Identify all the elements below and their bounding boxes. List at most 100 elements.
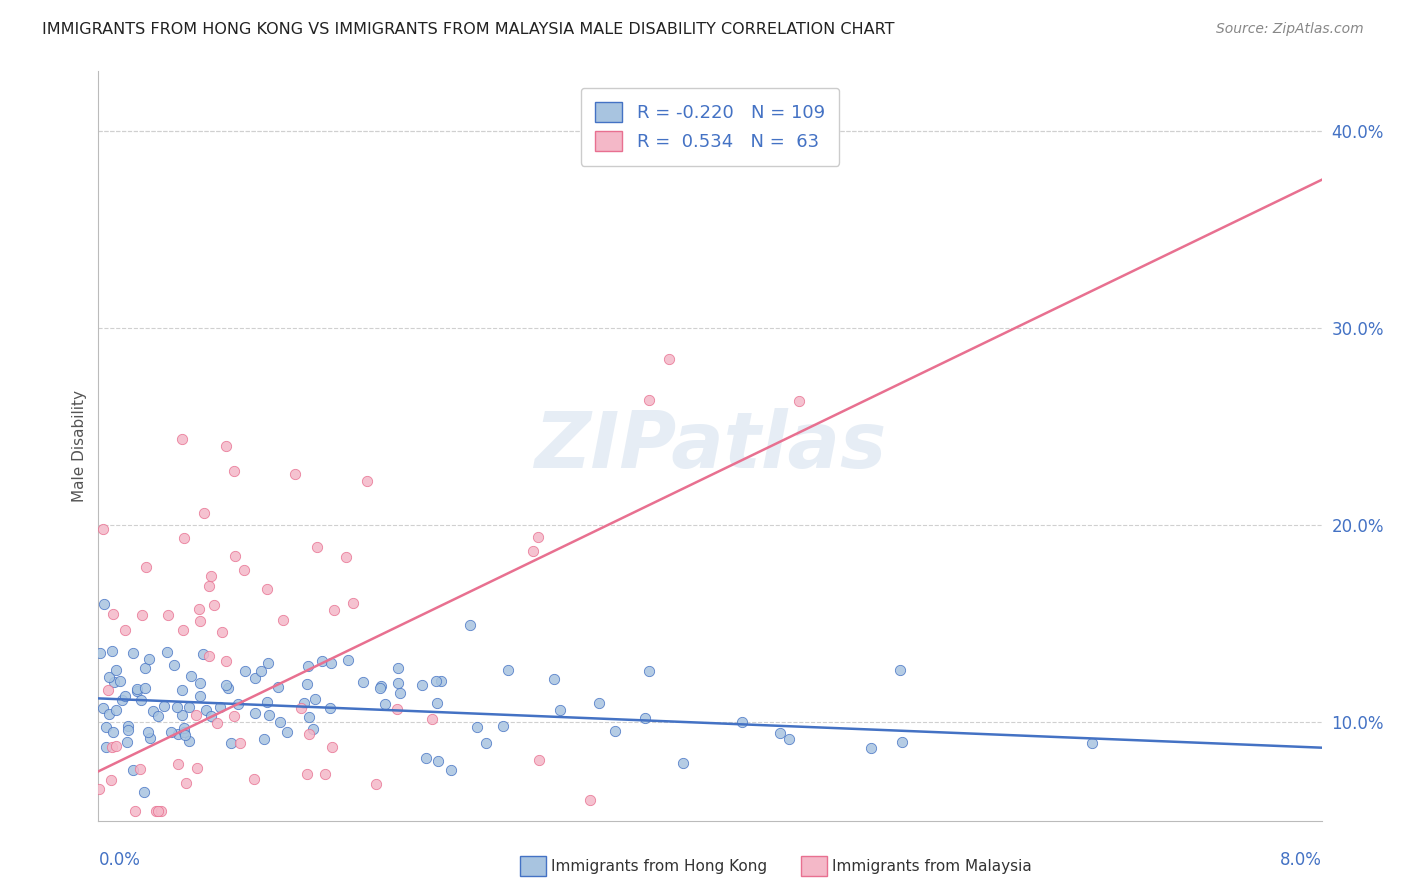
- Legend: R = -0.220   N = 109, R =  0.534   N =  63: R = -0.220 N = 109, R = 0.534 N = 63: [581, 88, 839, 166]
- Point: [778, 732, 800, 747]
- Point: [374, 697, 396, 711]
- Point: [253, 732, 276, 747]
- Point: [529, 753, 551, 767]
- Point: [425, 673, 447, 688]
- Point: [336, 653, 359, 667]
- Point: [257, 707, 280, 722]
- Point: [420, 713, 443, 727]
- Point: [166, 700, 188, 714]
- Point: [101, 644, 124, 658]
- Point: [156, 645, 179, 659]
- Point: [124, 804, 146, 818]
- Point: [389, 685, 412, 699]
- Point: [166, 727, 188, 741]
- Point: [190, 614, 212, 628]
- Point: [180, 669, 202, 683]
- Point: [103, 725, 125, 739]
- Point: [105, 703, 128, 717]
- Point: [186, 707, 208, 722]
- Point: [191, 647, 214, 661]
- Point: [97, 683, 120, 698]
- Point: [188, 690, 211, 704]
- Point: [267, 680, 290, 694]
- Point: [295, 767, 318, 781]
- Point: [170, 708, 193, 723]
- Point: [366, 777, 388, 791]
- Point: [146, 709, 169, 723]
- Point: [415, 751, 437, 765]
- Point: [138, 731, 160, 745]
- Point: [319, 701, 342, 715]
- Point: [297, 659, 319, 673]
- Point: [440, 763, 463, 777]
- Point: [475, 736, 498, 750]
- Point: [224, 549, 246, 563]
- Point: [105, 663, 128, 677]
- Point: [271, 614, 294, 628]
- Point: [129, 762, 152, 776]
- Point: [153, 698, 176, 713]
- Point: [305, 540, 328, 554]
- Point: [224, 708, 246, 723]
- Point: [297, 677, 319, 691]
- Point: [257, 656, 280, 670]
- Point: [200, 709, 222, 723]
- Point: [302, 723, 325, 737]
- Point: [284, 467, 307, 482]
- Point: [156, 608, 179, 623]
- Point: [188, 602, 211, 616]
- Point: [195, 703, 218, 717]
- Point: [173, 725, 195, 739]
- Point: [731, 715, 754, 730]
- Point: [108, 673, 131, 688]
- Point: [311, 654, 333, 668]
- Point: [131, 607, 153, 622]
- Point: [256, 695, 278, 709]
- Point: [603, 723, 626, 738]
- Point: [127, 684, 149, 698]
- Point: [891, 734, 914, 748]
- Point: [250, 664, 273, 678]
- Point: [860, 740, 883, 755]
- Point: [170, 682, 193, 697]
- Point: [385, 702, 408, 716]
- Point: [426, 697, 449, 711]
- Point: [117, 723, 139, 737]
- Point: [167, 757, 190, 772]
- Point: [96, 719, 118, 733]
- Point: [889, 663, 911, 677]
- Point: [101, 740, 124, 755]
- Point: [321, 657, 343, 671]
- Point: [117, 719, 139, 733]
- Point: [174, 728, 197, 742]
- Point: [215, 439, 238, 453]
- Point: [115, 734, 138, 748]
- Point: [149, 804, 172, 818]
- Point: [160, 724, 183, 739]
- Point: [163, 658, 186, 673]
- Point: [522, 543, 544, 558]
- Point: [202, 598, 225, 612]
- Point: [103, 675, 125, 690]
- Point: [173, 721, 195, 735]
- Point: [387, 676, 409, 690]
- Point: [105, 739, 128, 754]
- Point: [87, 782, 110, 797]
- Point: [101, 607, 124, 622]
- Point: [226, 698, 249, 712]
- Point: [135, 560, 157, 574]
- Point: [492, 719, 515, 733]
- Point: [111, 692, 134, 706]
- Point: [122, 763, 145, 777]
- Point: [198, 649, 221, 664]
- Point: [146, 804, 169, 818]
- Point: [1081, 736, 1104, 750]
- Point: [243, 706, 266, 720]
- Point: [172, 624, 194, 638]
- Point: [215, 678, 238, 692]
- Point: [429, 674, 451, 689]
- Point: [352, 674, 374, 689]
- Point: [233, 563, 256, 577]
- Point: [314, 766, 336, 780]
- Point: [170, 432, 193, 446]
